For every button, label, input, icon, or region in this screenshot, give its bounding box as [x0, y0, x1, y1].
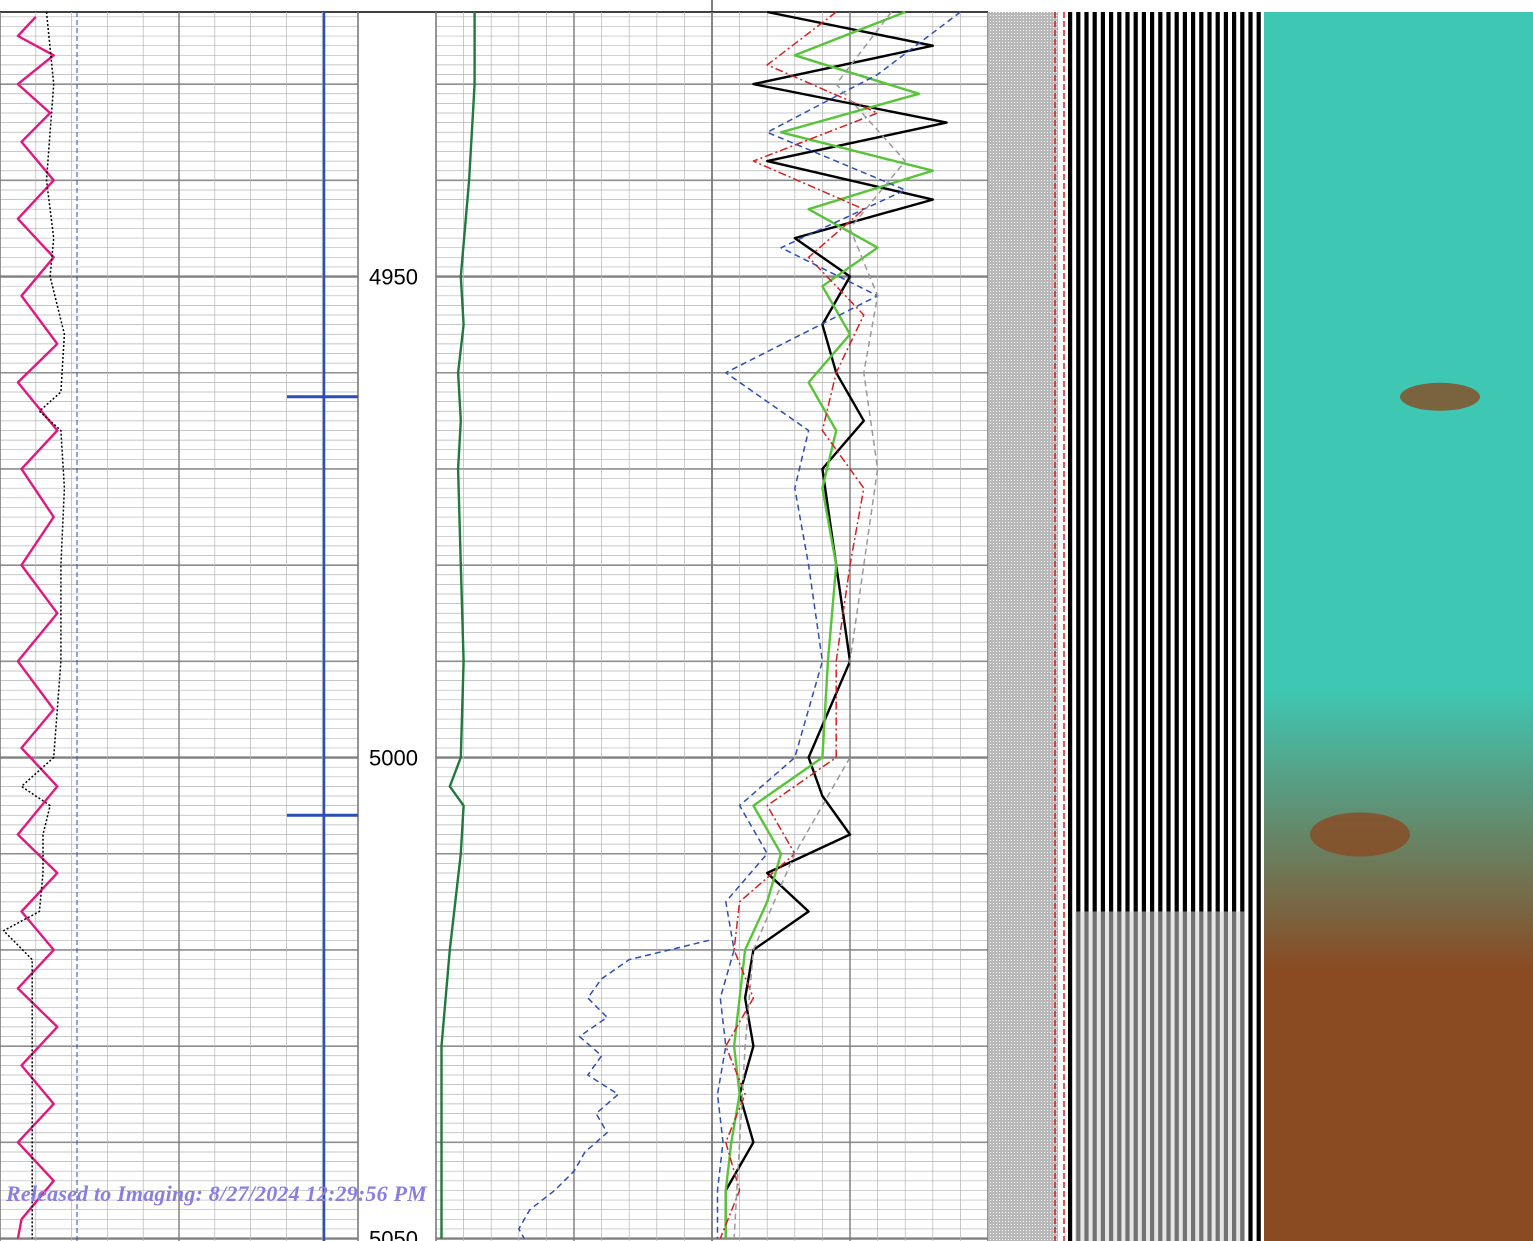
depth-labels: 4950 5000 5050 [369, 265, 418, 1241]
depth-label: 5050 [369, 1227, 418, 1241]
depth-label: 4950 [369, 265, 418, 290]
waveform-stripe [1150, 12, 1155, 1241]
curve-series [719, 11, 879, 1239]
waveform-stripe [1109, 12, 1114, 1241]
waveform-stripe [1076, 12, 1081, 1241]
waveform-stripe [1092, 12, 1097, 1241]
waveform-stripe [1223, 12, 1228, 1241]
waveform-stripe [1117, 12, 1122, 1241]
curve-series [724, 10, 948, 1239]
curve-series [724, 10, 934, 1239]
waveform-stripe [1199, 12, 1204, 1241]
curve-series [440, 12, 476, 1239]
curve-series [2, 11, 66, 1239]
vdl-anomaly [1400, 382, 1480, 411]
waveform-stripe [1215, 12, 1220, 1241]
curve-series [518, 939, 710, 1239]
curve-layer [2, 10, 961, 1239]
curve-series [733, 11, 906, 1239]
stipple-band [988, 12, 1058, 1241]
waveform-stripe [1174, 12, 1179, 1241]
waveform-stripe [1240, 12, 1245, 1241]
waveform-noise [1075, 911, 1245, 1241]
waveform-stripe [1141, 12, 1146, 1241]
waveform-stripe [1207, 12, 1212, 1241]
waveform-stripe [1191, 12, 1196, 1241]
waveform-stripe [1158, 12, 1163, 1241]
waveform-stripe [1068, 12, 1073, 1241]
waveform-stripe [1133, 12, 1138, 1241]
waveform-stripe [1182, 12, 1187, 1241]
waveform-stripe [1248, 12, 1253, 1241]
waveform-stripe [1166, 12, 1171, 1241]
vdl-anomaly [1310, 812, 1410, 857]
waveform-stripe [1256, 12, 1261, 1241]
waveform-stripe [1084, 12, 1089, 1241]
waveform-stripe [1100, 12, 1105, 1241]
curve-series [16, 15, 59, 1239]
vdl-image [1264, 12, 1533, 1241]
image-tracks [988, 12, 1533, 1241]
grid-layer [0, 0, 989, 1241]
depth-label: 5000 [369, 746, 418, 771]
curve-series [716, 11, 961, 1239]
waveform-stripe [1232, 12, 1237, 1241]
waveform-stripe [1125, 12, 1130, 1241]
imaging-stamp: Released to Imaging: 8/27/2024 12:29:56 … [6, 1181, 427, 1206]
